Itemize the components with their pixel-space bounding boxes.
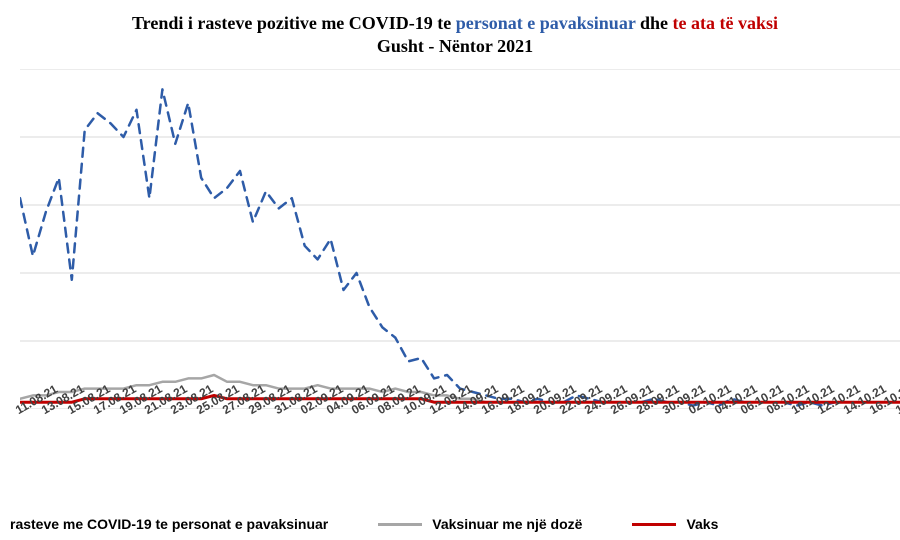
legend-item-vaksinuar: Vaks <box>632 516 718 532</box>
x-tick: 27.08.21 <box>218 409 236 456</box>
x-tick: 23.08.21 <box>166 409 184 456</box>
legend-label: rasteve me COVID-19 te personat e pavaks… <box>10 516 328 532</box>
x-tick: 06.10.21 <box>736 409 754 456</box>
legend-label: Vaks <box>686 516 718 532</box>
plot-area <box>20 69 900 409</box>
legend-swatch <box>378 523 422 526</box>
legend-item-nje_doze: Vaksinuar me një dozë <box>378 516 582 532</box>
legend-swatch <box>632 523 676 526</box>
x-tick: 10.09.21 <box>399 409 417 456</box>
x-tick: 08.10.21 <box>762 409 780 456</box>
x-tick: 21.08.21 <box>140 409 158 456</box>
x-tick: 08.09.21 <box>373 409 391 456</box>
x-tick: 02.10.21 <box>684 409 702 456</box>
x-tick: 16.10.21 <box>865 409 883 456</box>
x-tick: 12.10.21 <box>813 409 831 456</box>
x-tick: 29.08.21 <box>244 409 262 456</box>
x-tick: 30.09.21 <box>658 409 676 456</box>
x-tick: 24.09.21 <box>580 409 598 456</box>
x-tick: 28.09.21 <box>632 409 650 456</box>
x-tick: 06.09.21 <box>347 409 365 456</box>
x-tick: 14.10.21 <box>839 409 857 456</box>
x-tick: 12.09.21 <box>425 409 443 456</box>
x-tick: 11.08.21 <box>11 409 29 455</box>
x-tick: 17.08.21 <box>89 409 107 456</box>
x-tick: 31.08.21 <box>270 409 288 456</box>
x-tick: 19.08.21 <box>115 409 133 456</box>
x-tick: 20.09.21 <box>529 409 547 456</box>
x-tick: 04.09.21 <box>322 409 340 456</box>
x-tick: 26.09.21 <box>606 409 624 456</box>
chart-container: Trendi i rasteve pozitive me COVID-19 te… <box>0 0 900 540</box>
x-tick: 25.08.21 <box>192 409 210 456</box>
legend-item-pavaksinuar: rasteve me COVID-19 te personat e pavaks… <box>10 516 328 532</box>
x-tick: 14.09.21 <box>451 409 469 456</box>
x-tick: 15.08.21 <box>63 409 81 456</box>
x-tick: 22.09.21 <box>555 409 573 456</box>
x-tick: 04.10.21 <box>710 409 728 456</box>
x-tick: 10.10.21 <box>787 409 805 456</box>
legend: rasteve me COVID-19 te personat e pavaks… <box>10 516 890 532</box>
x-tick: 13.08.21 <box>37 409 55 456</box>
legend-label: Vaksinuar me një dozë <box>432 516 582 532</box>
x-tick: 02.09.21 <box>296 409 314 456</box>
x-tick: 16.09.21 <box>477 409 495 456</box>
chart-title: Trendi i rasteve pozitive me COVID-19 te… <box>10 12 900 59</box>
x-tick: 18.10.21 <box>891 409 900 456</box>
x-axis: 11.08.2113.08.2115.08.2117.08.2119.08.21… <box>20 409 900 479</box>
x-tick: 18.09.21 <box>503 409 521 456</box>
